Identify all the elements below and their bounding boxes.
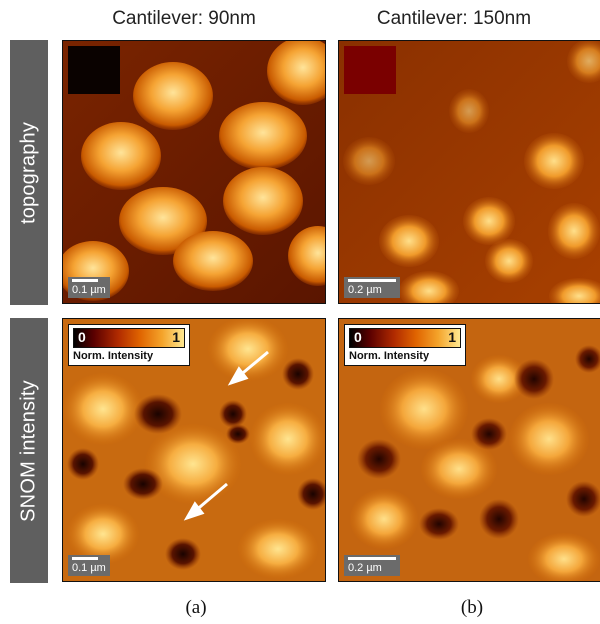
row-label-topography-box: topography <box>10 40 48 305</box>
scale-bar-label: 0.2 µm <box>348 562 382 574</box>
colorbar-min: 0 <box>354 329 362 345</box>
colorbar-legend-a: 0 1 Norm. Intensity <box>68 324 190 366</box>
snom-bright-regions-a <box>63 319 325 579</box>
caption-a: (a) <box>185 597 207 618</box>
scale-bar-label: 0.2 µm <box>348 284 382 296</box>
colorbar-max: 1 <box>172 329 180 345</box>
topography-islands-a <box>63 41 325 301</box>
colorbar: 0 1 <box>349 328 461 348</box>
row-label-snom: SNOM intensity <box>17 379 40 522</box>
column-title-b: Cantilever: 150nm <box>376 8 532 29</box>
color-swatch-a <box>68 46 120 94</box>
row-label-snom-box: SNOM intensity <box>10 318 48 583</box>
color-swatch-b <box>344 46 396 94</box>
panel-snom-90nm: 0 1 Norm. Intensity 0.1 µm <box>62 318 326 582</box>
arrow-icon <box>183 482 228 521</box>
snom-dark-spots-b <box>357 345 600 540</box>
column-title-a: Cantilever: 90nm <box>112 8 256 29</box>
snom-dark-spots-a <box>67 358 325 570</box>
row-label-topography: topography <box>17 121 40 224</box>
arrow-icon <box>227 350 269 386</box>
panel-topography-150nm: 0.2 µm <box>338 40 600 304</box>
colorbar-max: 1 <box>448 329 456 345</box>
topography-grains-b <box>343 41 600 303</box>
panel-topography-90nm: 0.1 µm <box>62 40 326 304</box>
colorbar-legend-b: 0 1 Norm. Intensity <box>344 324 466 366</box>
colorbar-label: Norm. Intensity <box>349 350 430 362</box>
scale-bar-snom-b: 0.2 µm <box>344 555 400 576</box>
colorbar-label: Norm. Intensity <box>73 350 154 362</box>
topography-90nm-image <box>63 41 325 303</box>
snom-150nm-image <box>339 319 600 581</box>
scale-bar-snom-a: 0.1 µm <box>68 555 110 576</box>
scale-bar-label: 0.1 µm <box>72 284 106 296</box>
panel-snom-150nm: 0 1 Norm. Intensity 0.2 µm <box>338 318 600 582</box>
caption-b: (b) <box>460 597 484 618</box>
scale-bar-label: 0.1 µm <box>72 562 106 574</box>
colorbar: 0 1 <box>73 328 185 348</box>
colorbar-min: 0 <box>78 329 86 345</box>
snom-bright-regions-b <box>350 355 600 581</box>
scale-bar-topography-b: 0.2 µm <box>344 277 400 298</box>
scale-bar-topography-a: 0.1 µm <box>68 277 110 298</box>
